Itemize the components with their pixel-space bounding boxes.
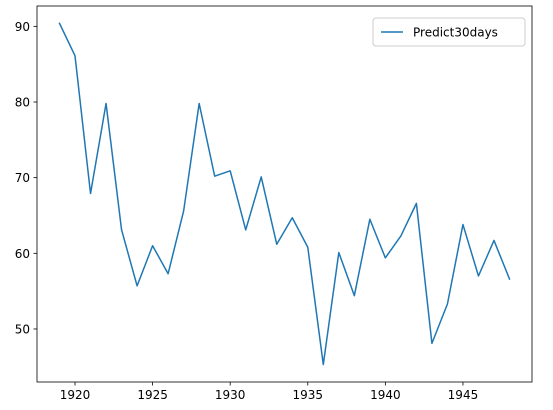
legend: Predict30days [372,17,526,47]
y-tick-label: 60 [15,247,30,261]
x-axis: 1920 1925 1930 1935 1940 1945 [60,382,478,402]
x-tick-label: 1940 [370,388,401,402]
y-tick-label: 80 [15,96,30,110]
y-axis: 50 60 70 80 90 [15,20,37,336]
series-layer [58,22,511,366]
x-tick-label: 1920 [60,388,91,402]
legend-label: Predict30days [413,26,498,40]
y-tick-label: 70 [15,171,30,185]
axes-spines [36,5,533,383]
y-tick-label: 90 [15,20,30,34]
x-tick-label: 1925 [137,388,168,402]
x-tick-label: 1935 [293,388,324,402]
axes-frame [36,5,533,383]
x-tick-label: 1930 [215,388,246,402]
series-line-0 [58,22,511,366]
y-tick-label: 50 [15,322,30,336]
plot-area [37,6,532,382]
x-tick-label: 1945 [448,388,479,402]
legend-box [372,17,526,47]
